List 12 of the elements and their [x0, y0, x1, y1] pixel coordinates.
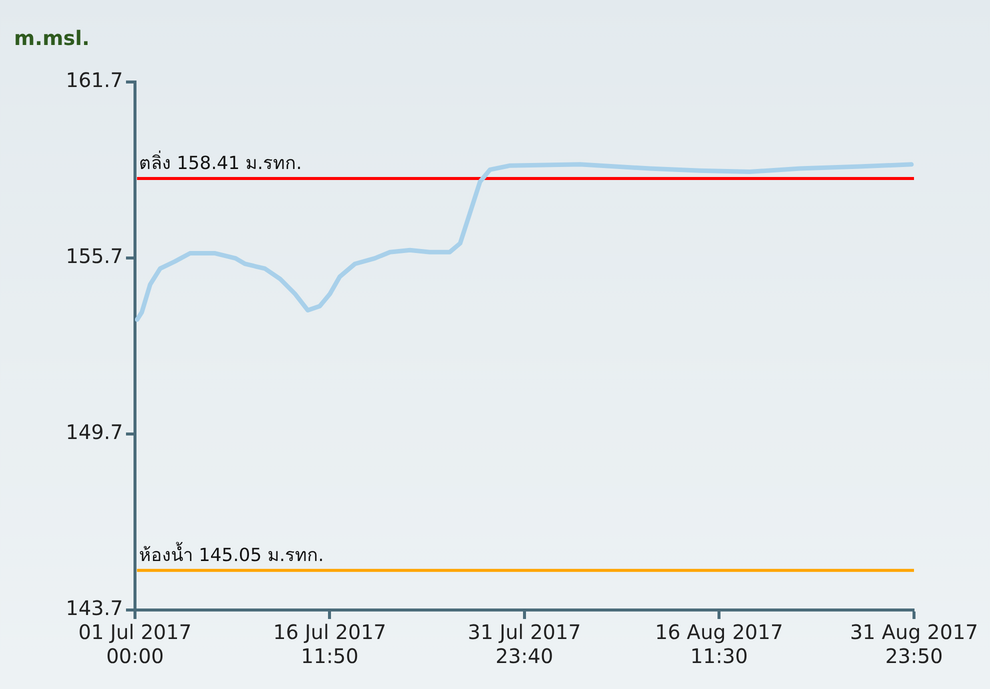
y-tick-label: 143.7: [66, 596, 123, 620]
y-tick-label: 149.7: [66, 420, 123, 444]
x-tick-label: 16 Aug 2017 11:30: [654, 620, 784, 668]
y-tick-label: 161.7: [66, 68, 123, 92]
ref-line-label: ห้องน้ำ 145.05 ม.รทก.: [139, 542, 324, 566]
x-tick-label: 31 Aug 2017 23:50: [850, 620, 978, 668]
x-tick-label: 01 Jul 2017 00:00: [78, 620, 192, 668]
y-axis-title: m.msl.: [14, 26, 90, 50]
x-tick-label: 31 Jul 2017 23:40: [468, 620, 581, 668]
y-tick-label: 155.7: [66, 244, 123, 268]
x-tick-label: 16 Jul 2017 11:50: [273, 620, 386, 668]
ref-line-label: ตลิ่ง 158.41 ม.รทก.: [139, 150, 302, 174]
